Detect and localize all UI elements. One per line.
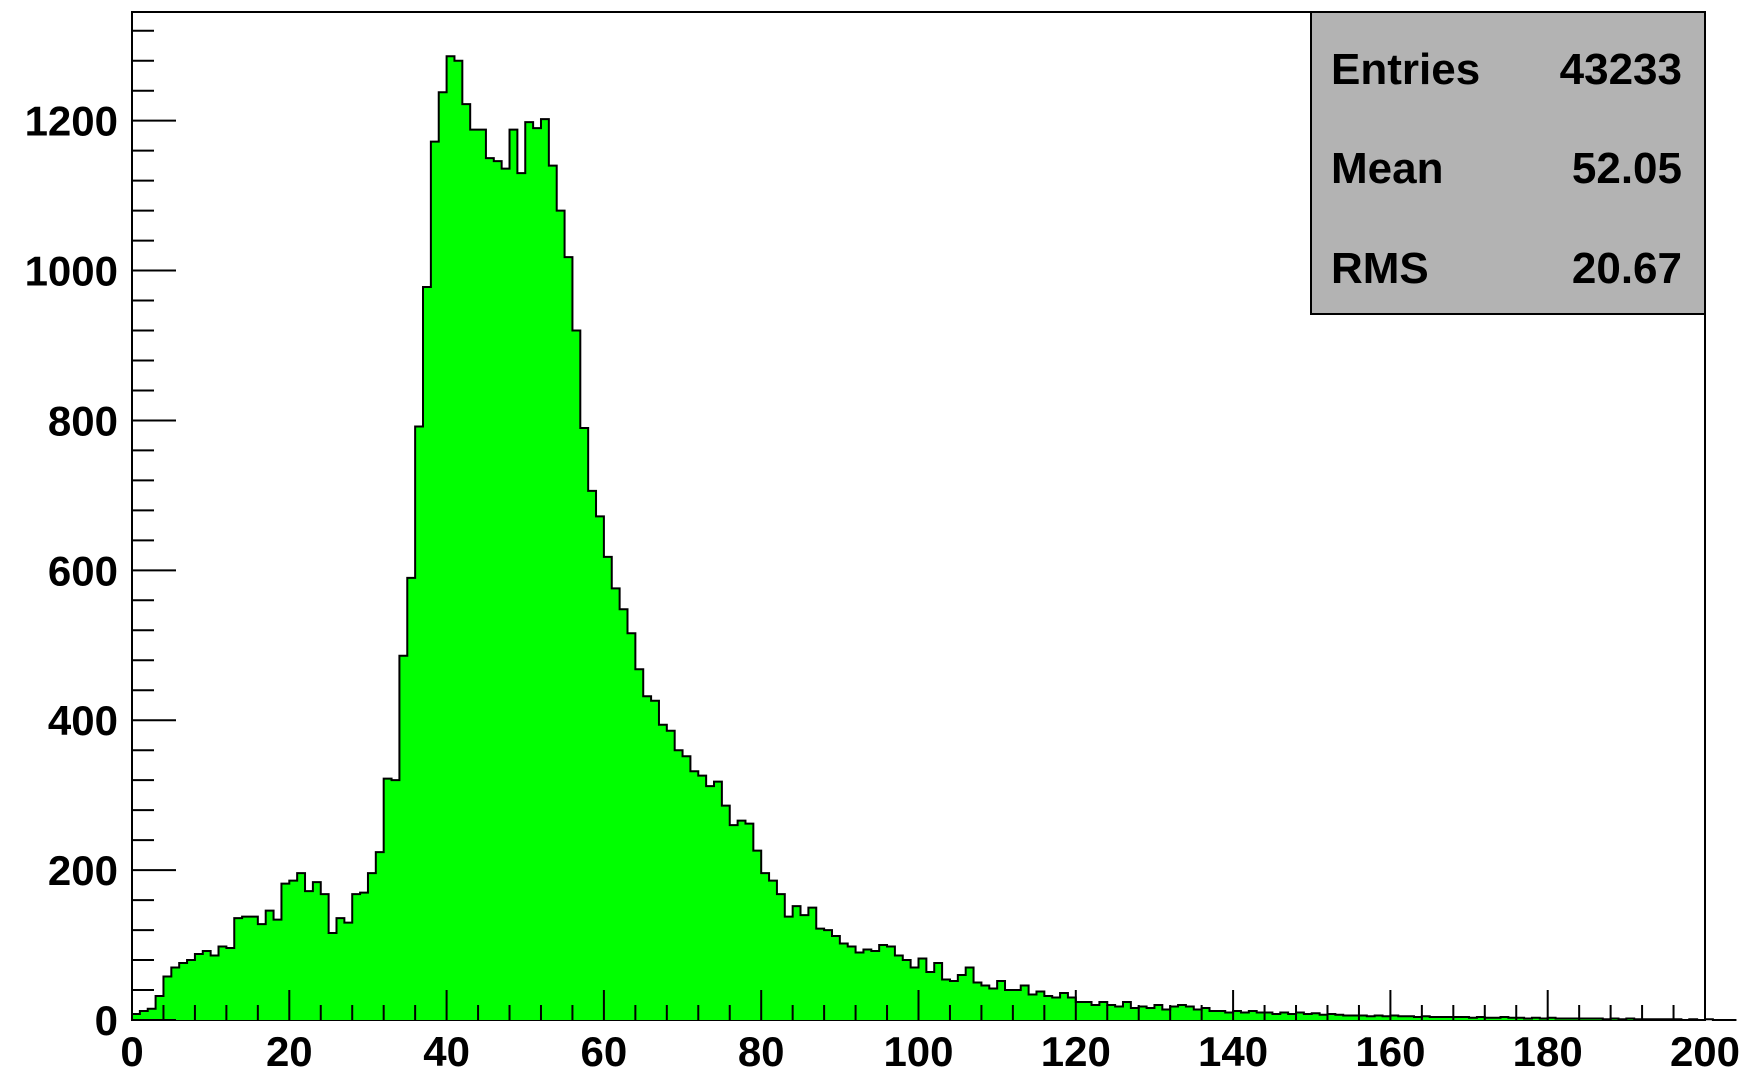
x-tick-label: 140 [1198, 1028, 1268, 1073]
x-tick-label: 80 [738, 1028, 785, 1073]
x-tick-label: 20 [266, 1028, 313, 1073]
x-axis: 0 20 40 60 80 100 120 140 160 180 200 [120, 990, 1740, 1073]
y-tick-label: 400 [48, 697, 118, 744]
y-tick-label: 800 [48, 397, 118, 444]
stats-rms-label: RMS [1331, 244, 1429, 293]
histogram-outline [131, 55, 1737, 1021]
x-tick-label: 200 [1670, 1028, 1740, 1073]
x-tick-label: 180 [1513, 1028, 1583, 1073]
stats-entries-value: 43233 [1560, 45, 1682, 94]
stats-entries-label: Entries [1331, 45, 1480, 94]
x-tick-label: 100 [883, 1028, 953, 1073]
stats-box: Entries 43233 Mean 52.05 RMS 20.67 [1310, 11, 1706, 315]
stats-mean-label: Mean [1331, 144, 1443, 193]
y-tick-label: 200 [48, 847, 118, 894]
x-tick-label: 40 [423, 1028, 470, 1073]
y-tick-label: 600 [48, 547, 118, 594]
y-tick-label: 1200 [25, 98, 118, 145]
x-tick-label: 0 [120, 1028, 143, 1073]
histogram-fill [132, 56, 1737, 1021]
stats-box-background [1310, 11, 1706, 315]
stats-mean-value: 52.05 [1572, 144, 1682, 193]
x-tick-label: 160 [1355, 1028, 1425, 1073]
y-axis: 0 200 400 600 800 1000 1200 [25, 29, 176, 1044]
stats-rms-value: 20.67 [1572, 244, 1682, 293]
y-tick-label: 1000 [25, 248, 118, 295]
x-tick-label: 60 [581, 1028, 628, 1073]
y-tick-label: 0 [95, 997, 118, 1044]
x-tick-label: 120 [1041, 1028, 1111, 1073]
